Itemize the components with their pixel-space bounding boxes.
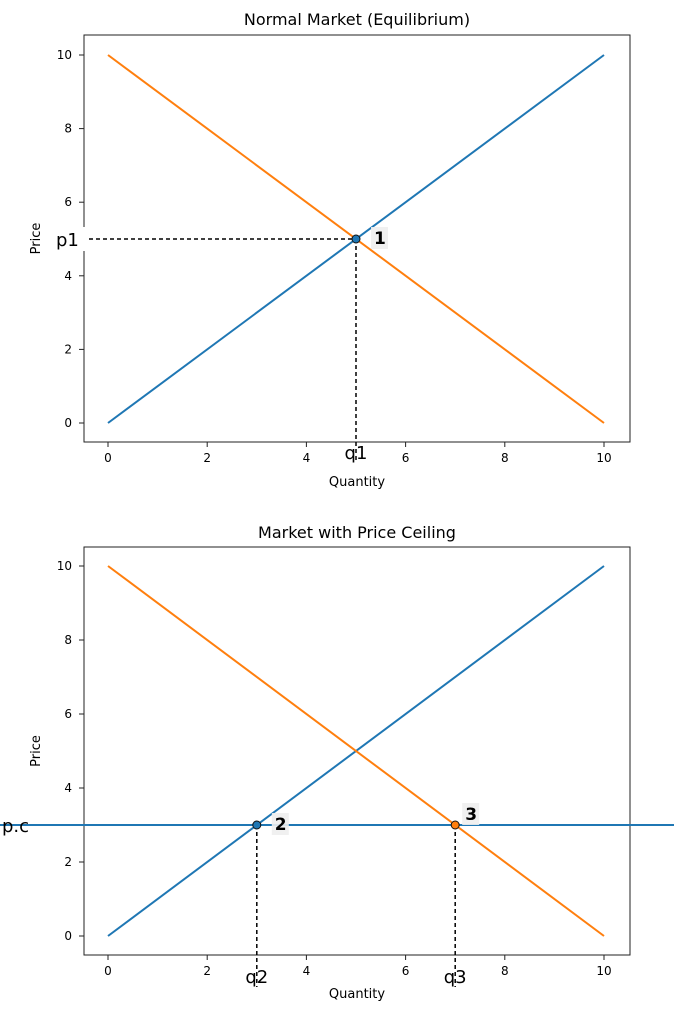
y-axis-label: Price (29, 735, 44, 767)
point-1 (351, 234, 361, 244)
demand-line (107, 565, 605, 937)
point-label-bg (462, 803, 480, 825)
point-label-bg (371, 227, 388, 249)
x-tick-label: 6 (402, 451, 410, 465)
x-tick-label: 0 (104, 964, 112, 978)
y-tick-label: 4 (64, 781, 72, 795)
y-tick-label: 2 (64, 855, 72, 869)
y-tick-label: 8 (64, 122, 72, 136)
x-tick-label: 8 (501, 964, 509, 978)
y-tick-label: 10 (57, 48, 72, 62)
y-tick-label: 6 (64, 707, 72, 721)
x-axis-label: Quantity (329, 987, 385, 1002)
x-tick-label: 4 (303, 964, 311, 978)
guide-x-label: q2 (245, 967, 268, 988)
point-label: 1 (374, 229, 386, 249)
plot-frame (83, 546, 631, 956)
price-ceiling-label: p.c (2, 816, 29, 837)
chart-title: Market with Price Ceiling (258, 523, 456, 542)
y-tick-label: 2 (64, 342, 72, 356)
x-axis-label: Quantity (329, 475, 385, 490)
y-tick-label: 4 (64, 269, 72, 283)
x-tick-label: 2 (203, 451, 211, 465)
point-label: 2 (275, 815, 287, 835)
x-tick-label: 4 (303, 451, 311, 465)
x-tick-label: 10 (596, 964, 611, 978)
point-label: 3 (465, 805, 477, 825)
point-3 (450, 820, 460, 830)
y-tick-label: 8 (64, 633, 72, 647)
x-tick-label: 8 (501, 451, 509, 465)
y-tick-label: 0 (64, 929, 72, 943)
x-tick-label: 0 (104, 451, 112, 465)
x-tick-label: 10 (596, 451, 611, 465)
y-tick-label: 6 (64, 195, 72, 209)
chart-1: Normal Market (Equilibrium) 0 2 4 6 8 10 0 2 4 6 8 1… (29, 10, 631, 490)
guide-y-label: p1 (56, 230, 79, 251)
y-tick-label: 10 (57, 559, 72, 573)
y-tick-label: 0 (64, 416, 72, 430)
guide-x-label: q1 (345, 443, 368, 464)
chart-2: Market with Price Ceiling 0 2 4 6 8 10 0 2 4 6 8 10 Q… (0, 523, 674, 1002)
guide-x-label: q3 (444, 967, 467, 988)
chart-title: Normal Market (Equilibrium) (244, 10, 470, 29)
y-axis-label: Price (29, 223, 44, 255)
x-tick-label: 2 (203, 964, 211, 978)
guide-label-bg (52, 227, 86, 251)
point-2 (252, 820, 262, 830)
point-label-bg (271, 813, 289, 835)
x-tick-label: 6 (402, 964, 410, 978)
